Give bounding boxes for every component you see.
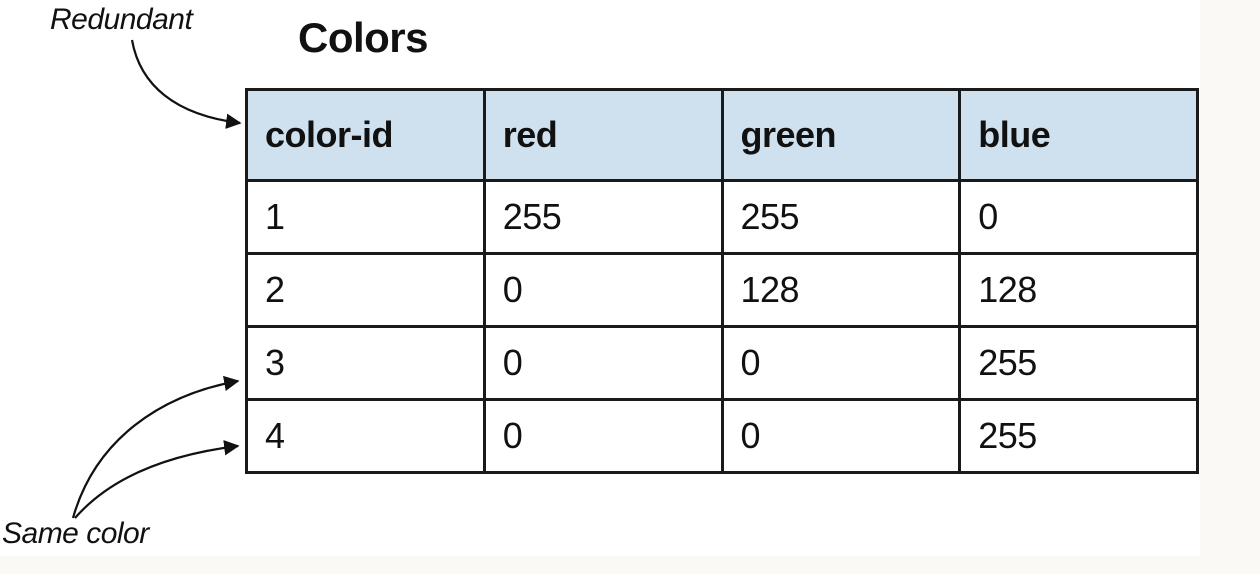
same-color-arrow-row-3 [71, 375, 240, 519]
header-cell-green: green [720, 88, 962, 182]
table-cell: 4 [245, 398, 486, 474]
table-cell: 0 [958, 179, 1199, 255]
same-color-arrow-row-4 [74, 440, 240, 519]
table-row: 1 255 255 0 [245, 179, 1199, 255]
table-cell: 0 [482, 325, 724, 401]
header-cell-red: red [482, 88, 724, 182]
table-cell: 3 [245, 325, 486, 401]
table-cell: 1 [245, 179, 486, 255]
same-color-callout: Same color [2, 517, 149, 550]
table-cell: 128 [958, 252, 1199, 328]
colors-table: color-id red green blue 1 255 255 0 2 0 … [245, 88, 1199, 474]
redundant-arrow [130, 39, 242, 129]
table-cell: 0 [720, 325, 962, 401]
table-title: Colors [298, 14, 429, 61]
redundant-callout: Redundant [50, 3, 193, 36]
table-cell: 255 [720, 179, 962, 255]
table-row: 4 0 0 255 [245, 398, 1199, 474]
header-row: color-id red green blue [245, 88, 1199, 182]
table-row: 3 0 0 255 [245, 325, 1199, 401]
table-cell: 0 [482, 252, 724, 328]
table-cell: 0 [720, 398, 962, 474]
table-row: 2 0 128 128 [245, 252, 1199, 328]
table-cell: 2 [245, 252, 486, 328]
header-cell-blue: blue [958, 88, 1199, 182]
table-cell: 128 [720, 252, 962, 328]
table-cell: 255 [958, 325, 1199, 401]
table-cell: 0 [482, 398, 724, 474]
header-cell-color-id: color-id [245, 88, 486, 182]
table-cell: 255 [482, 179, 724, 255]
table-cell: 255 [958, 398, 1199, 474]
